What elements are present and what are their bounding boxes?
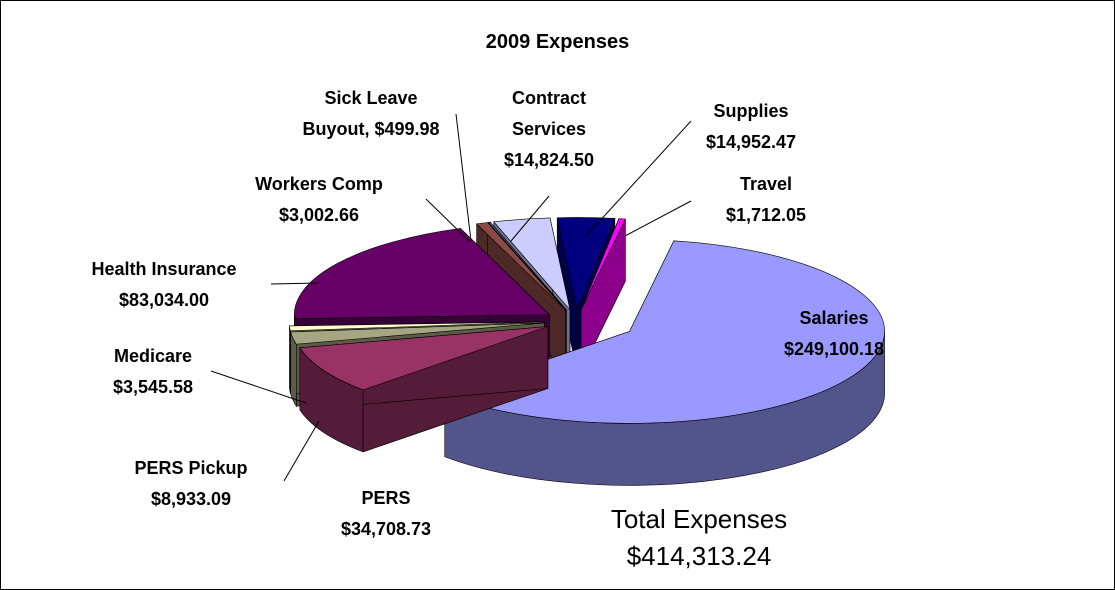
annotation: Total Expenses: [610, 504, 788, 534]
annotation: $414,313.24: [626, 541, 772, 571]
category-label: Salaries: [799, 308, 869, 328]
value-label: $14,952.47: [705, 132, 797, 152]
value-label: $34,708.73: [340, 519, 432, 539]
value-label: $499.98: [374, 119, 440, 139]
data-label: PERS Pickup $8,933.09: [91, 453, 291, 515]
data-label: Workers Comp $3,002.66: [209, 169, 429, 231]
category-label: Sick Leave Buyout,: [302, 88, 418, 139]
chart-title: 2009 Expenses: [485, 31, 630, 53]
value-label: $249,100.18: [783, 339, 885, 359]
category-label: Workers Comp: [255, 174, 383, 194]
leader-line: [624, 200, 692, 237]
category-label: Supplies: [713, 101, 789, 121]
leader-line: [210, 370, 307, 404]
leader-line: [455, 113, 472, 242]
leader-line: [270, 282, 320, 285]
value-label: $8,933.09: [150, 489, 232, 509]
category-label: PERS: [361, 488, 411, 508]
slice: [294, 228, 551, 320]
category-label: Contract Services: [511, 88, 587, 139]
data-label: Contract Services $14,824.50: [479, 83, 619, 176]
slice: [288, 321, 545, 332]
data-label: Supplies $14,952.47: [651, 96, 851, 158]
slice: [443, 240, 885, 424]
data-label: Health Insurance $83,034.00: [44, 254, 284, 316]
value-label: $14,824.50: [503, 150, 595, 170]
value-label: $1,712.05: [725, 205, 807, 225]
value-label: $83,034.00: [118, 290, 210, 310]
category-label: PERS Pickup: [134, 458, 248, 478]
leader-line: [510, 195, 550, 242]
leader-line: [425, 198, 470, 242]
data-label: Medicare $3,545.58: [53, 341, 253, 403]
data-label: Sick Leave Buyout, $499.98: [289, 83, 454, 145]
leader-line: [283, 420, 320, 482]
value-label: $3,545.58: [112, 377, 194, 397]
category-label: Medicare: [113, 346, 193, 366]
slice: [290, 322, 545, 345]
data-label: Salaries $249,100.18: [724, 303, 944, 365]
slice: [475, 222, 566, 311]
slice: [580, 218, 626, 310]
value-label: $3,002.66: [278, 205, 360, 225]
slice: [493, 217, 571, 310]
slice: [487, 221, 567, 311]
category-label: Health Insurance: [91, 259, 237, 279]
slice: [299, 326, 548, 391]
data-label: Travel $1,712.05: [676, 169, 856, 231]
slice: [556, 217, 616, 311]
category-label: Travel: [739, 174, 793, 194]
leader-line: [585, 120, 692, 237]
slice-wall: [289, 325, 291, 393]
data-label: PERS $34,708.73: [286, 483, 486, 545]
